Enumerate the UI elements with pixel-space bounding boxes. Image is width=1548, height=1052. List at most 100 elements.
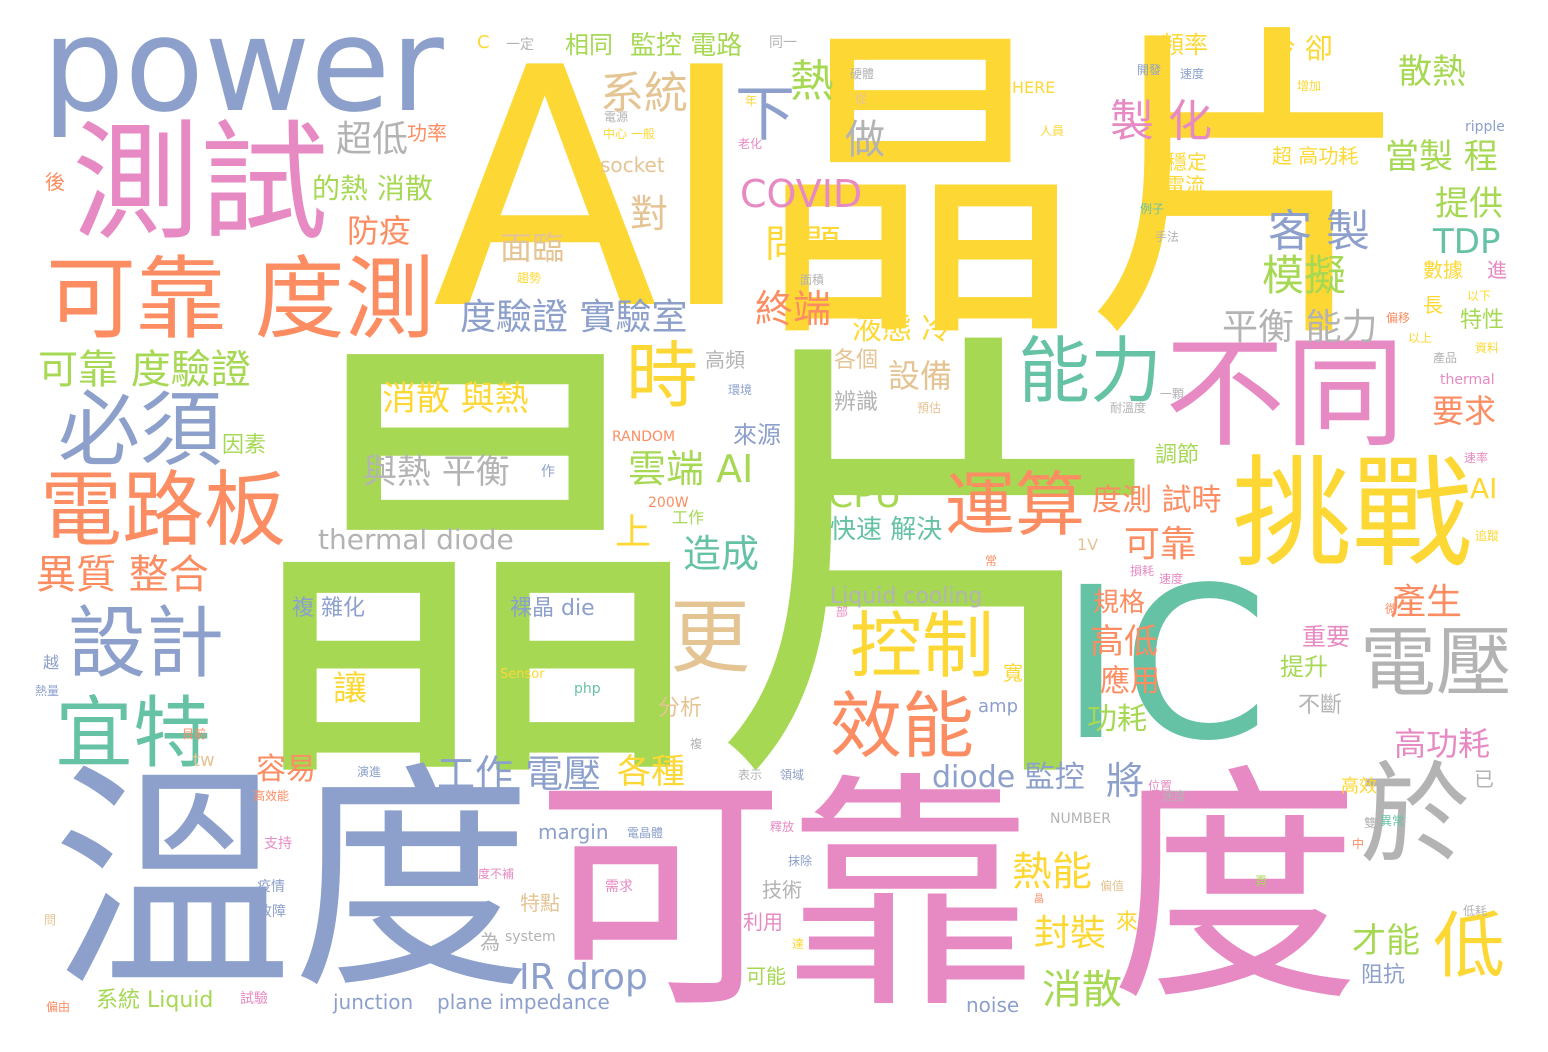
word: 功耗: [1087, 702, 1147, 737]
word: 損耗: [1130, 564, 1155, 578]
word: 增加: [1297, 79, 1322, 93]
word: 終端: [755, 287, 832, 331]
word: 規格: [1093, 588, 1146, 618]
word: 演進: [357, 765, 382, 779]
word: 因素: [222, 433, 267, 458]
word: 挑戰: [1232, 445, 1472, 584]
word: COVID: [740, 172, 863, 216]
word: 要求: [1432, 392, 1497, 430]
word: 環境: [728, 383, 753, 397]
word: 調節: [1155, 443, 1200, 468]
word: 冷 卻: [1268, 32, 1333, 65]
word: Sensor: [500, 667, 545, 682]
word: 特性: [1460, 308, 1505, 333]
word: 越: [43, 653, 60, 672]
word: 各種: [617, 752, 685, 792]
word: 不同: [1165, 325, 1405, 464]
word: 雲端 AI: [628, 447, 754, 491]
word: 低耗: [1463, 904, 1488, 918]
word: 硬體: [850, 67, 875, 81]
word: 晶: [1034, 894, 1044, 905]
word: 一顆: [1160, 387, 1185, 401]
word: 液態 冷: [852, 312, 952, 347]
word: 提供: [1280, 839, 1305, 853]
word: 追蹤: [1475, 529, 1500, 543]
word: 高低: [1090, 622, 1158, 662]
word: 提升: [1280, 653, 1328, 681]
word: 微: [1385, 602, 1398, 616]
word: 熱能: [1012, 849, 1092, 895]
word: 度測 試時: [1092, 483, 1222, 518]
word: 防疫: [347, 212, 412, 250]
word: thermal: [1440, 372, 1495, 388]
word: 速度: [1162, 789, 1187, 803]
word: 速度: [1180, 67, 1205, 81]
word: 中心 一般: [603, 127, 655, 141]
word: system: [505, 929, 556, 945]
word: 來: [1116, 910, 1139, 935]
word: 異質 整合: [36, 552, 209, 598]
word: 試驗: [240, 991, 268, 1007]
word: 溫度: [52, 742, 533, 1022]
word: 長: [1423, 293, 1443, 317]
word: 部: [836, 605, 849, 619]
word: 頁: [1255, 874, 1268, 888]
word: 與熱 平衡: [363, 452, 510, 492]
word: 製 化: [1110, 96, 1212, 147]
word: 電源: [604, 110, 629, 124]
word: diode 監控: [932, 760, 1085, 795]
word: 偏值: [1100, 879, 1125, 893]
word: 以上: [1408, 331, 1433, 345]
word: 速率: [1464, 451, 1489, 465]
word: 偏移: [1386, 311, 1411, 325]
word: 從: [855, 92, 868, 106]
word: 例子: [1140, 202, 1165, 216]
word: 相同: [565, 31, 613, 59]
word: 散熱: [1398, 52, 1466, 92]
word: 一定: [506, 37, 534, 53]
word: 客 製: [1268, 206, 1370, 257]
word: 複 雜化: [292, 596, 365, 621]
word: 1V: [1077, 535, 1099, 554]
word: 複: [690, 737, 703, 751]
word: php: [574, 681, 601, 697]
word: 釋放: [770, 820, 795, 834]
word: 超低: [336, 119, 409, 160]
word: plane impedance: [437, 990, 610, 1014]
word: 預估: [917, 401, 942, 415]
word: 應用: [1100, 664, 1160, 699]
word: 的熱 消散: [312, 172, 433, 205]
word: 問: [44, 913, 57, 927]
word: 穩定: [1167, 150, 1207, 174]
word: 對: [630, 192, 669, 236]
word: tw: [193, 750, 215, 771]
word: 讓: [333, 669, 367, 709]
word: 平衡 能力: [1222, 307, 1378, 348]
word: 為: [480, 930, 500, 954]
word: 表示: [738, 768, 763, 782]
word: power: [42, 0, 444, 141]
word: 系統: [600, 68, 688, 119]
word: 已: [1474, 767, 1494, 791]
word: 消散 與熱: [382, 379, 529, 419]
word: 利用: [743, 910, 783, 934]
word: 手法: [1155, 230, 1180, 244]
word: C: [477, 32, 490, 53]
word: socket: [600, 153, 665, 177]
word: IC: [1060, 542, 1269, 787]
word: 高效能: [253, 789, 290, 803]
word: 控制: [850, 604, 995, 688]
word: 必須: [58, 383, 223, 478]
word: 位置: [1148, 779, 1173, 793]
word: 中: [1352, 837, 1365, 851]
word: 高功耗: [1394, 725, 1491, 763]
word: 面臨: [500, 229, 565, 267]
word: 電壓: [1360, 618, 1512, 707]
word: 產品: [1433, 351, 1458, 365]
word: 才能: [1352, 921, 1420, 961]
word: 重要: [1302, 623, 1350, 651]
word: 功率: [407, 121, 447, 145]
word: 模擬: [1262, 251, 1347, 300]
word: 能力: [1018, 329, 1163, 413]
word: 工作: [672, 508, 705, 527]
